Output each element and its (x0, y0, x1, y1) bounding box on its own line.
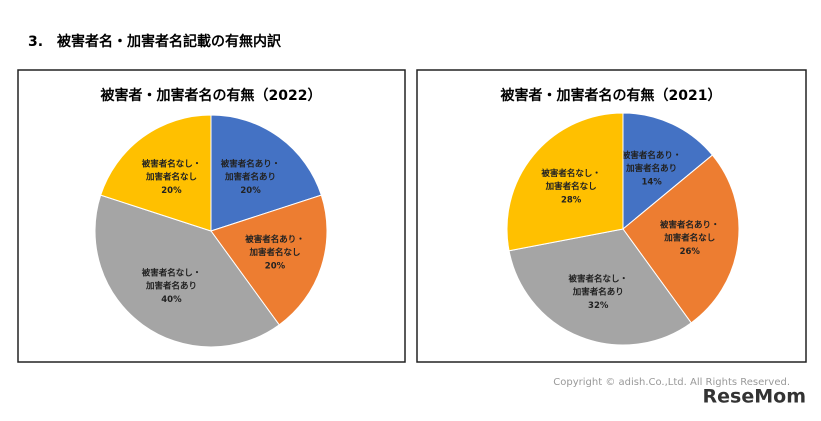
slice-label: 被害者名あり・加害者名あり (622, 150, 682, 174)
slice-label: 被害者名なし・加害者名なし (541, 168, 601, 192)
slice-label: 被害者名なし・加害者名なし (142, 158, 202, 182)
pie-slice (506, 112, 624, 252)
pie-slice (100, 114, 212, 232)
slice-label: 被害者名あり・加害者名なし (660, 219, 720, 243)
pie-slice (94, 194, 280, 348)
slice-label: 被害者名あり・加害者名なし (245, 233, 305, 257)
slice-value-label: 40% (161, 295, 182, 305)
slice-value-label: 32% (588, 301, 609, 311)
pie-slice (210, 114, 322, 232)
slice-label: 被害者名あり・加害者名あり (221, 158, 281, 182)
chart-title: 被害者・加害者名の有無（2021） (501, 87, 722, 104)
slice-value-label: 26% (680, 247, 701, 257)
copyright: Copyright © adish.Co.,Ltd. All Rights Re… (553, 377, 790, 388)
pie-slice (508, 228, 692, 346)
slice-value-label: 20% (265, 261, 286, 271)
pie-slice (210, 194, 328, 326)
slice-value-label: 20% (240, 186, 261, 196)
heading: 3. 被害者名・加害者名記載の有無内訳 (28, 33, 282, 50)
slice-label: 被害者名なし・加害者名あり (142, 267, 202, 291)
watermark: ReseMom (703, 386, 806, 408)
pie-slice (622, 154, 740, 324)
slice-value-label: 28% (561, 196, 582, 206)
chart-title: 被害者・加害者名の有無（2022） (101, 87, 322, 104)
slice-value-label: 20% (161, 186, 182, 196)
slice-value-label: 14% (641, 178, 662, 188)
pie-slice (622, 112, 714, 231)
slice-label: 被害者名なし・加害者名あり (568, 273, 628, 297)
